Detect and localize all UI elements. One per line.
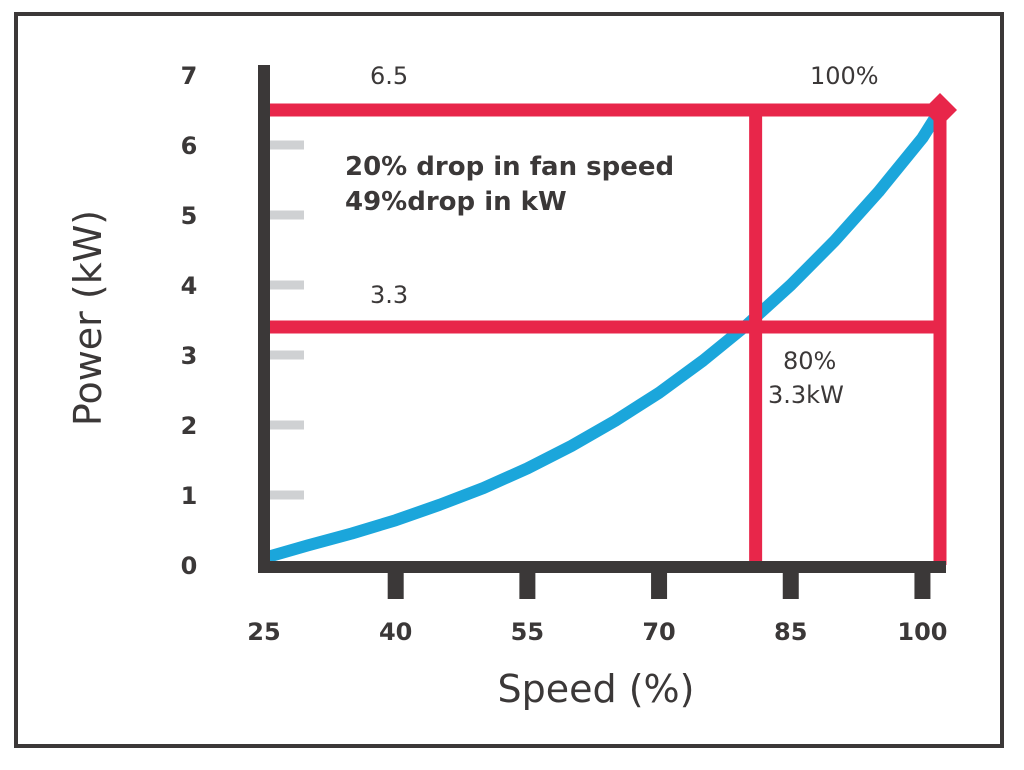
y-tick-label: 0 <box>181 552 198 580</box>
x-tick-label: 70 <box>642 618 675 646</box>
annotation-note-line1: 20% drop in fan speed <box>345 152 674 182</box>
x-tick-mark <box>519 567 536 599</box>
x-tick-label: 40 <box>379 618 412 646</box>
annotation-top-value: 6.5 <box>370 62 408 90</box>
annotation-point-percent: 80% <box>783 347 836 375</box>
y-tick-label: 3 <box>181 342 198 370</box>
y-tick-label: 7 <box>181 62 198 90</box>
x-tick-label: 25 <box>247 618 280 646</box>
x-tick-mark <box>914 567 931 599</box>
x-tick-label: 100 <box>897 618 947 646</box>
annotation-top-percent: 100% <box>810 62 879 90</box>
y-tick-label: 2 <box>181 412 198 440</box>
y-tick-label: 4 <box>181 272 198 300</box>
y-axis-title: Power (kW) <box>66 210 110 426</box>
y-tick-label: 5 <box>181 202 198 230</box>
y-minor-ticks <box>264 140 304 500</box>
x-tick-mark <box>782 567 799 599</box>
annotation-mid-value: 3.3 <box>370 281 408 309</box>
annotation-note-line2: 49%drop in kW <box>345 187 567 217</box>
y-tick-label: 6 <box>181 132 198 160</box>
annotation-point-kw: 3.3kW <box>768 381 844 409</box>
x-axis-title: Speed (%) <box>498 667 695 711</box>
chart-frame <box>14 12 1004 748</box>
x-tick-label: 55 <box>511 618 544 646</box>
x-tick-label: 85 <box>774 618 807 646</box>
corner-diamond-marker <box>923 93 957 127</box>
series-line-0 <box>258 104 946 564</box>
x-tick-mark <box>387 567 404 599</box>
y-tick-label: 1 <box>181 482 198 510</box>
x-tick-mark <box>651 567 668 599</box>
